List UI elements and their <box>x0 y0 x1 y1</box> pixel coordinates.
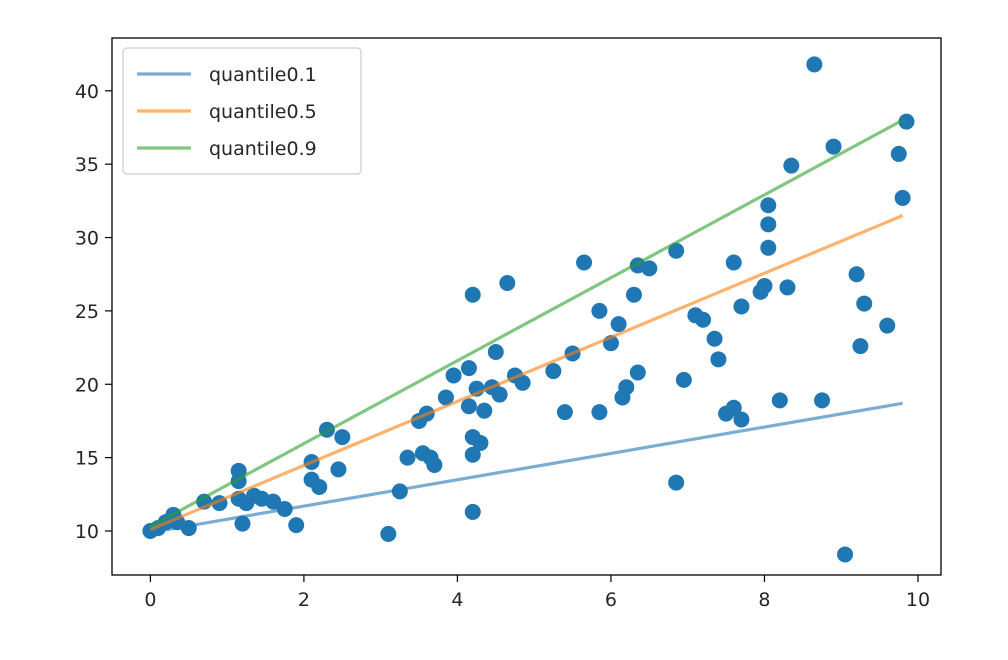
data-point <box>265 493 282 510</box>
data-point <box>760 197 777 214</box>
y-tick-label: 35 <box>75 154 99 176</box>
data-point <box>234 515 251 532</box>
data-point <box>879 317 896 334</box>
x-tick-label: 0 <box>144 589 156 611</box>
data-point <box>311 478 328 495</box>
data-point <box>426 456 443 473</box>
legend-box <box>122 47 362 175</box>
data-point <box>591 302 608 319</box>
data-point <box>464 503 481 520</box>
data-point <box>380 525 397 542</box>
data-point <box>641 260 658 277</box>
data-point <box>460 360 477 377</box>
y-tick-label: 10 <box>75 521 99 543</box>
legend-label: quantile0.5 <box>209 101 317 123</box>
data-point <box>779 279 796 296</box>
data-point <box>476 402 493 419</box>
data-point <box>852 338 869 355</box>
data-point <box>288 517 305 534</box>
data-point <box>491 386 508 403</box>
quantile-line <box>149 118 904 528</box>
x-tick-label: 2 <box>298 589 310 611</box>
data-point <box>556 404 573 421</box>
data-point <box>733 298 750 315</box>
data-point <box>848 266 865 283</box>
data-point <box>545 363 562 380</box>
plot-frame <box>111 37 942 576</box>
legend-label: quantile0.1 <box>209 64 317 86</box>
data-point <box>706 330 723 347</box>
data-point <box>576 254 593 271</box>
data-point <box>618 379 635 396</box>
data-point <box>625 286 642 303</box>
data-point <box>890 145 907 162</box>
data-point <box>725 399 742 416</box>
axes: 0 2 4 6 8 10 10 15 20 25 30 35 40 <box>75 37 942 611</box>
data-point <box>514 374 531 391</box>
x-tick-label: 10 <box>906 589 930 611</box>
quantile-line <box>149 214 904 531</box>
data-point <box>668 474 685 491</box>
data-point <box>334 429 351 446</box>
data-point <box>725 254 742 271</box>
data-point <box>733 411 750 428</box>
data-point <box>783 157 800 174</box>
data-point <box>760 239 777 256</box>
data-point <box>330 461 347 478</box>
y-tick-label: 20 <box>75 374 99 396</box>
data-point <box>814 392 831 409</box>
data-point <box>894 189 911 206</box>
data-point <box>499 275 516 292</box>
y-tick-label: 30 <box>75 228 99 250</box>
data-point <box>825 138 842 155</box>
quantile-line <box>150 401 903 535</box>
data-point <box>898 113 915 130</box>
x-tick-label: 8 <box>758 589 770 611</box>
data-point <box>610 316 627 333</box>
data-point <box>675 371 692 388</box>
y-tick-label: 15 <box>75 448 99 470</box>
data-point <box>591 404 608 421</box>
data-point <box>460 398 477 415</box>
data-point <box>771 392 788 409</box>
data-point <box>464 446 481 463</box>
y-tick-label: 25 <box>75 301 99 323</box>
y-tick-label: 40 <box>75 81 99 103</box>
data-point <box>806 56 823 73</box>
data-point <box>668 242 685 259</box>
quantile-lines <box>149 118 904 535</box>
data-point <box>445 367 462 384</box>
data-point <box>487 343 504 360</box>
data-point <box>437 389 454 406</box>
data-point <box>695 311 712 328</box>
data-point <box>629 364 646 381</box>
data-point <box>464 286 481 303</box>
data-point <box>756 277 773 294</box>
data-point <box>399 449 416 466</box>
x-tick-label: 6 <box>605 589 617 611</box>
data-point <box>760 216 777 233</box>
data-point <box>472 434 489 451</box>
x-tick-label: 4 <box>451 589 463 611</box>
data-point <box>710 351 727 368</box>
data-point <box>837 546 854 563</box>
legend-label: quantile0.9 <box>209 138 317 160</box>
legend: quantile0.1 quantile0.5 quantile0.9 <box>122 47 362 175</box>
data-point <box>856 295 873 312</box>
